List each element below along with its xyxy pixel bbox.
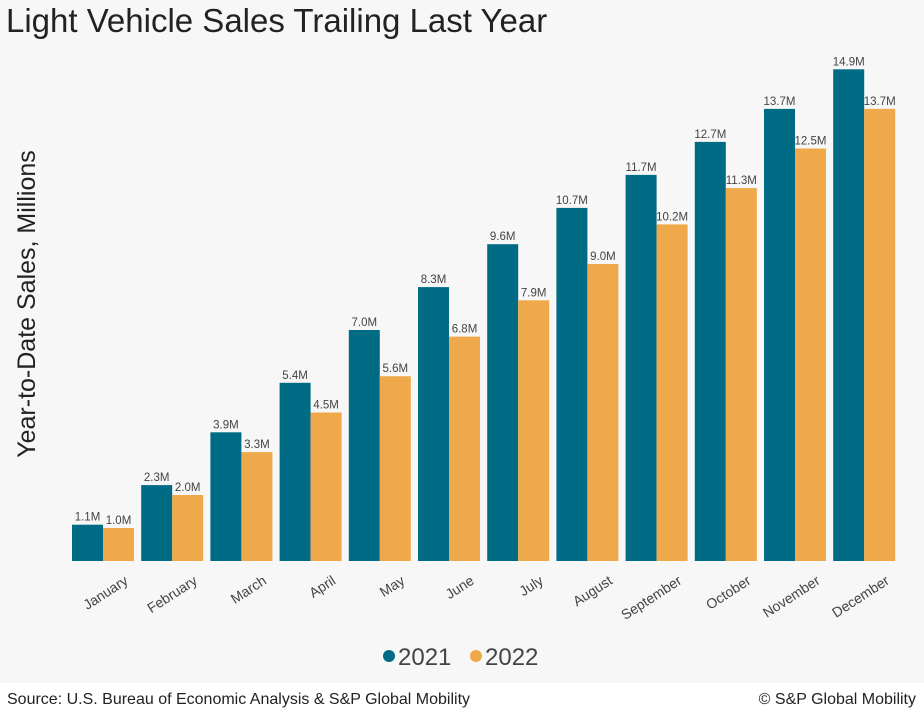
y-axis-label-group: Year-to-Date Sales, Millions — [13, 150, 41, 458]
legend-swatch-icon — [470, 650, 482, 662]
bar-value-label: 8.3M — [421, 274, 447, 286]
bar-value-label: 11.3M — [726, 175, 757, 187]
bar-value-label: 1.0M — [106, 515, 132, 527]
bar-2022-july — [518, 300, 550, 561]
x-tick-label: March — [228, 572, 269, 607]
legend-item-2022[interactable]: 2022 — [470, 644, 538, 671]
bar-2021-november — [764, 108, 795, 562]
bar-value-label: 5.4M — [282, 370, 308, 382]
copyright-text: © S&P Global Mobility — [758, 691, 916, 708]
x-tick-label: August — [570, 572, 615, 609]
x-axis-tick-labels: January February March April May June July Augu… — [80, 572, 892, 623]
x-tick-label: February — [144, 572, 200, 616]
x-tick-label: December — [829, 572, 892, 621]
bar-value-label: 13.7M — [864, 96, 896, 108]
bar-value-label: 3.9M — [213, 419, 239, 431]
bar-2022-april — [310, 412, 342, 561]
bar-2021-september — [625, 174, 657, 561]
bar-2021-august — [556, 207, 588, 561]
legend[interactable]: 2021 2022 — [383, 644, 538, 671]
legend-swatch-icon — [383, 650, 395, 662]
bar-value-label: 9.6M — [490, 231, 516, 243]
bar-2022-october — [725, 188, 757, 561]
bars-group — [72, 69, 896, 562]
bar-chart: Year-to-Date Sales, Millions 1.1M 1.0M 2.3… — [13, 56, 896, 671]
x-tick-label: July — [516, 572, 546, 599]
bar-2022-january — [103, 528, 134, 561]
bar-2021-july — [487, 244, 519, 561]
bar-2021-december — [833, 69, 865, 562]
bar-2022-august — [587, 264, 619, 561]
bar-value-label: 6.8M — [452, 324, 478, 336]
bar-2021-june — [418, 287, 449, 561]
bar-value-label: 11.7M — [626, 162, 657, 174]
bar-value-label: 2.3M — [144, 472, 170, 484]
bar-2021-january — [72, 524, 103, 561]
bar-value-label: 5.6M — [383, 363, 409, 375]
y-axis-label: Year-to-Date Sales, Millions — [13, 150, 41, 458]
bar-2021-april — [279, 382, 311, 561]
x-tick-label: October — [703, 572, 754, 613]
bar-value-label: 12.5M — [795, 136, 827, 148]
bar-value-label: 7.9M — [521, 287, 547, 299]
bar-2021-october — [694, 141, 726, 561]
bar-value-label: 10.2M — [656, 211, 688, 223]
x-tick-label: January — [80, 572, 130, 613]
bar-2022-march — [241, 452, 273, 561]
bar-value-label: 7.0M — [352, 317, 378, 329]
bar-value-label: 9.0M — [590, 251, 616, 263]
legend-item-2021[interactable]: 2021 — [383, 644, 451, 671]
chart-title: Light Vehicle Sales Trailing Last Year — [6, 2, 548, 39]
bar-2021-february — [141, 485, 173, 561]
bar-value-label: 10.7M — [556, 195, 588, 207]
bar-value-label: 13.7M — [764, 96, 796, 108]
bar-2022-february — [172, 495, 204, 561]
footer: Source: U.S. Bureau of Economic Analysis… — [0, 683, 924, 720]
legend-label: 2022 — [485, 644, 538, 671]
bar-2021-may — [348, 330, 380, 561]
legend-label: 2021 — [398, 644, 451, 671]
bar-value-label: 3.3M — [244, 439, 270, 451]
x-tick-label: November — [760, 572, 823, 621]
x-tick-label: September — [618, 572, 684, 623]
bar-value-label: 14.9M — [833, 56, 865, 68]
bar-2022-december — [864, 108, 896, 562]
x-tick-label: April — [306, 572, 338, 601]
bar-2022-november — [795, 148, 826, 561]
source-text: Source: U.S. Bureau of Economic Analysis… — [7, 691, 471, 708]
x-tick-label: June — [442, 572, 476, 602]
bar-2022-september — [656, 224, 688, 561]
bar-value-labels: 1.1M 1.0M 2.3M 2.0M 3.9M 3.3M 5.4M 4.5M 7.0M 5.6M… — [75, 56, 896, 527]
x-tick-label: May — [377, 572, 408, 600]
bar-2022-may — [379, 376, 411, 561]
bar-2021-march — [210, 432, 242, 561]
bar-value-label: 1.1M — [75, 512, 101, 524]
bar-value-label: 4.5M — [313, 400, 339, 412]
bar-value-label: 2.0M — [175, 482, 201, 494]
bar-value-label: 12.7M — [694, 129, 726, 141]
bar-2022-june — [449, 336, 480, 561]
